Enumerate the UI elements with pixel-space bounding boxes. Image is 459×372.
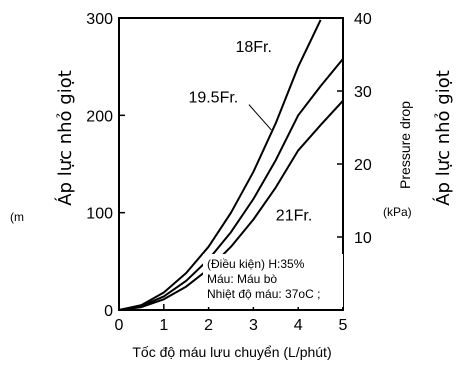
series-line	[118, 58, 344, 311]
x-axis-label: Tốc độ máu lưu chuyển (L/phút)	[132, 344, 331, 360]
x-tick-label: 4	[294, 317, 303, 334]
series-label: 18Fr.	[235, 39, 271, 56]
series-layer: 18Fr. 19.5Fr. 21Fr.	[118, 19, 344, 311]
series-label: 21Fr.	[276, 207, 312, 224]
series-leader-line	[248, 104, 272, 131]
y-right-tick-label: 30	[354, 84, 372, 101]
y-right-axis-label-en: Pressure drop	[397, 101, 413, 189]
x-tick-label: 2	[204, 317, 213, 334]
conditions-line-1: (Điều kiện) H:35%	[207, 257, 305, 271]
y-left-axis-label: Áp lực nhỏ giọt	[54, 70, 76, 206]
tick-layer: 0 1 2 3 4 5 0 100 200 300 10 20 30 40	[86, 11, 372, 334]
y-right-tick-label: 10	[354, 230, 372, 247]
y-left-tick-label: 0	[104, 303, 113, 320]
conditions-line-3: Nhiệt độ máu: 37oC ;	[207, 287, 320, 301]
x-tick-label: 1	[159, 317, 168, 334]
x-tick-label: 5	[339, 317, 348, 334]
y-left-unit-label: (m	[10, 210, 24, 224]
series-line	[118, 19, 322, 311]
y-right-tick-label: 40	[354, 11, 372, 28]
series-line	[118, 100, 344, 311]
conditions-box	[203, 254, 343, 307]
y-right-tick-label: 20	[354, 157, 372, 174]
y-left-tick-label: 100	[86, 206, 113, 223]
x-tick-label: 3	[249, 317, 258, 334]
conditions-line-2: Máu: Máu bò	[207, 272, 277, 286]
x-tick-label: 0	[115, 317, 124, 334]
y-right-unit-label: (kPa)	[383, 205, 412, 219]
y-left-tick-label: 200	[86, 108, 113, 125]
y-right-axis-label-vi: Áp lực nhỏ giọt	[432, 70, 454, 206]
y-left-tick-label: 300	[86, 11, 113, 28]
series-label: 19.5Fr.	[188, 90, 238, 107]
